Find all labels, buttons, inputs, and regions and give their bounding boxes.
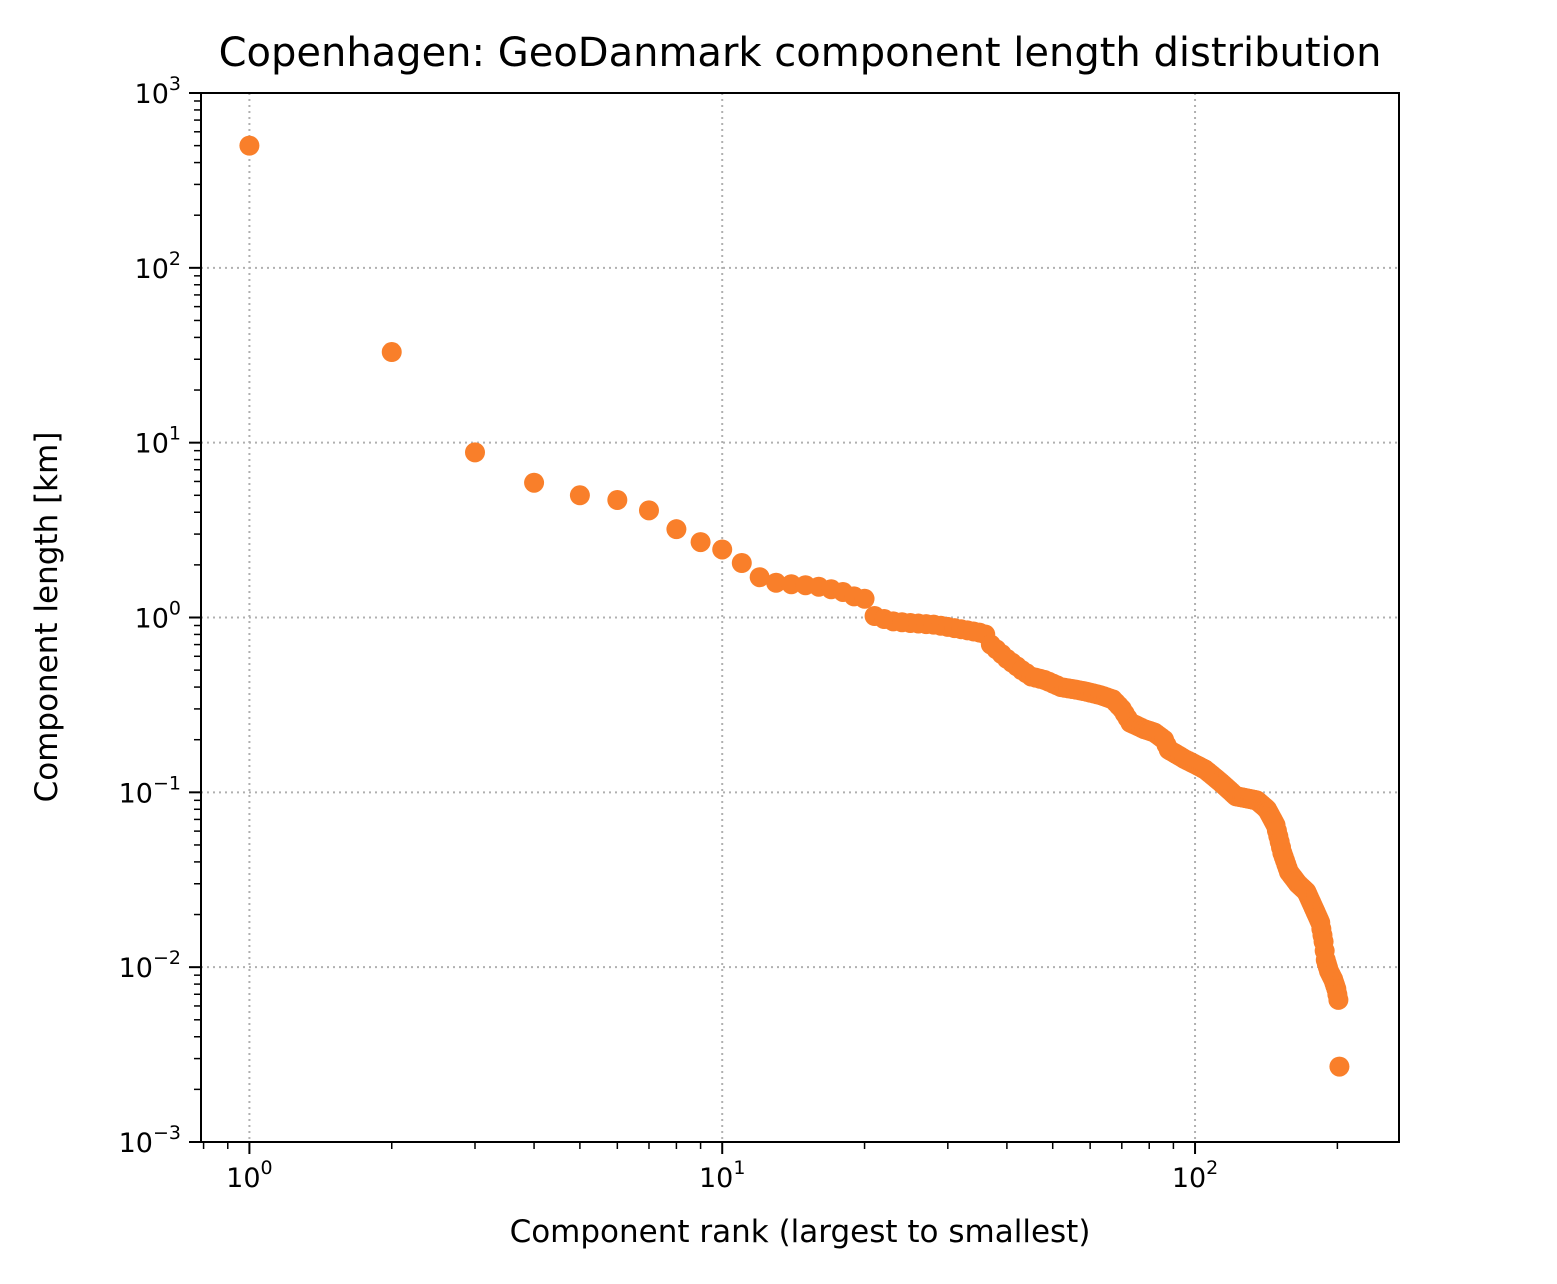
y-axis-label: Component length [km] xyxy=(29,432,65,803)
data-point xyxy=(638,500,659,521)
data-point xyxy=(666,519,687,540)
data-point xyxy=(781,574,802,595)
y-tick-label: 103 xyxy=(135,73,181,110)
y-tick-label: 100 xyxy=(135,598,181,635)
data-point xyxy=(712,539,733,560)
data-point xyxy=(239,135,260,156)
data-point xyxy=(524,472,545,493)
data-point xyxy=(854,588,875,609)
y-tick-label: 101 xyxy=(135,423,181,460)
data-point xyxy=(464,442,485,463)
data-point xyxy=(381,342,402,363)
grid-lines xyxy=(201,93,1399,1142)
x-tick-label: 100 xyxy=(226,1157,272,1194)
x-tick-label: 102 xyxy=(1172,1157,1218,1194)
axis-ticks: 100 101 102 10−3 10−2 10−1 100 101 102 103 xyxy=(119,73,1339,1194)
data-point xyxy=(749,567,770,588)
data-point xyxy=(766,572,787,593)
y-tick-label: 102 xyxy=(135,248,181,285)
y-tick-label: 10−2 xyxy=(119,947,181,984)
y-tick-label: 10−3 xyxy=(119,1122,181,1159)
plot-area-frame xyxy=(200,92,1400,1143)
x-tick-label: 101 xyxy=(699,1157,745,1194)
data-point xyxy=(731,552,752,573)
scatter-points xyxy=(239,135,1350,1077)
data-point xyxy=(1329,1056,1350,1077)
chart-title: Copenhagen: GeoDanmark component length … xyxy=(219,30,1382,76)
y-tick-label: 10−1 xyxy=(119,772,181,809)
data-point xyxy=(607,489,628,510)
data-point xyxy=(690,532,711,553)
x-axis-label: Component rank (largest to smallest) xyxy=(510,1214,1091,1250)
data-point xyxy=(1328,989,1349,1010)
data-point xyxy=(569,485,590,506)
